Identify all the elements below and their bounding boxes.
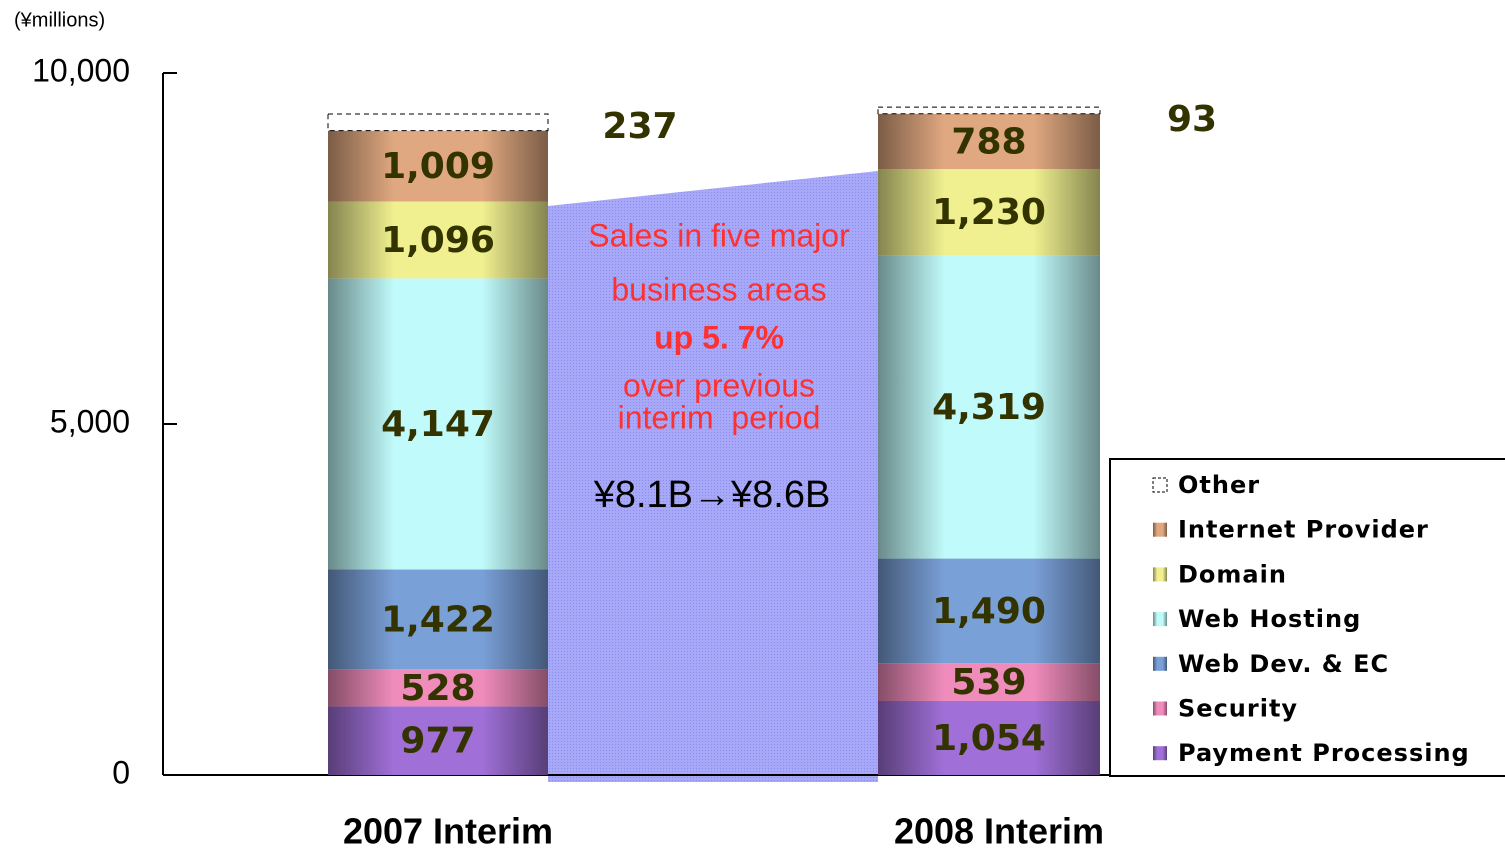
bar-shade [328, 669, 548, 707]
data-label: 1,054 [932, 718, 1046, 759]
bar-shade [878, 663, 1100, 702]
legend-swatch-shade [1153, 701, 1167, 716]
bar-shade [878, 169, 1100, 256]
annotation: over previous [623, 367, 815, 403]
legend-label: Payment Processing [1178, 739, 1470, 767]
data-label: 1,230 [932, 192, 1046, 233]
data-label: 977 [400, 721, 475, 762]
y-tick-label: 0 [112, 754, 130, 790]
legend-swatch [1152, 477, 1168, 493]
bar-shade [878, 558, 1100, 664]
data-label: 1,422 [381, 599, 495, 640]
bar-shade [878, 701, 1100, 775]
bar-shade [328, 706, 548, 775]
data-label: 4,147 [381, 404, 495, 445]
x-tick-label: 2007 Interim [343, 811, 553, 852]
bar-shade [328, 201, 548, 279]
growth-band [548, 171, 878, 782]
legend-label: Security [1178, 695, 1298, 723]
annotation: up 5. 7% [654, 319, 784, 355]
bar-segment [327, 113, 549, 132]
legend-swatch-shade [1153, 612, 1167, 627]
legend-label: Web Hosting [1178, 605, 1361, 633]
data-label: 4,319 [932, 387, 1046, 428]
unit-label: (¥millions) [14, 9, 105, 31]
legend-label: Internet Provider [1178, 516, 1429, 544]
annotation: ¥8.1B→¥8.6B [593, 474, 831, 516]
data-label: 1,096 [381, 220, 495, 261]
data-label: 93 [1167, 99, 1217, 140]
data-label: 539 [951, 662, 1026, 703]
bar-shade [328, 569, 548, 670]
y-tick-label: 5,000 [50, 403, 130, 439]
annotation: interim period [618, 399, 821, 435]
data-label: 1,009 [381, 146, 495, 187]
data-label: 528 [400, 668, 475, 709]
y-tick-label: 10,000 [32, 52, 130, 88]
legend-swatch-shade [1153, 567, 1167, 582]
bar-shade [878, 113, 1100, 170]
bar-shade [878, 255, 1100, 559]
annotation: Sales in five major [588, 217, 850, 253]
data-label: 237 [602, 106, 677, 147]
data-label: 788 [951, 121, 1026, 162]
legend-swatch-shade [1153, 656, 1167, 671]
legend-swatch-shade [1153, 746, 1167, 761]
legend-label: Other [1178, 471, 1260, 499]
legend-label: Web Dev. & EC [1178, 650, 1389, 678]
bar-shade [328, 278, 548, 570]
legend-box [1109, 458, 1505, 777]
annotation: business areas [611, 271, 826, 307]
legend-label: Domain [1178, 560, 1287, 588]
bar-shade [328, 130, 548, 202]
legend-swatch-shade [1153, 522, 1167, 537]
bar-segment [877, 106, 1101, 115]
data-label: 1,490 [932, 591, 1046, 632]
x-tick-label: 2008 Interim [894, 811, 1104, 852]
